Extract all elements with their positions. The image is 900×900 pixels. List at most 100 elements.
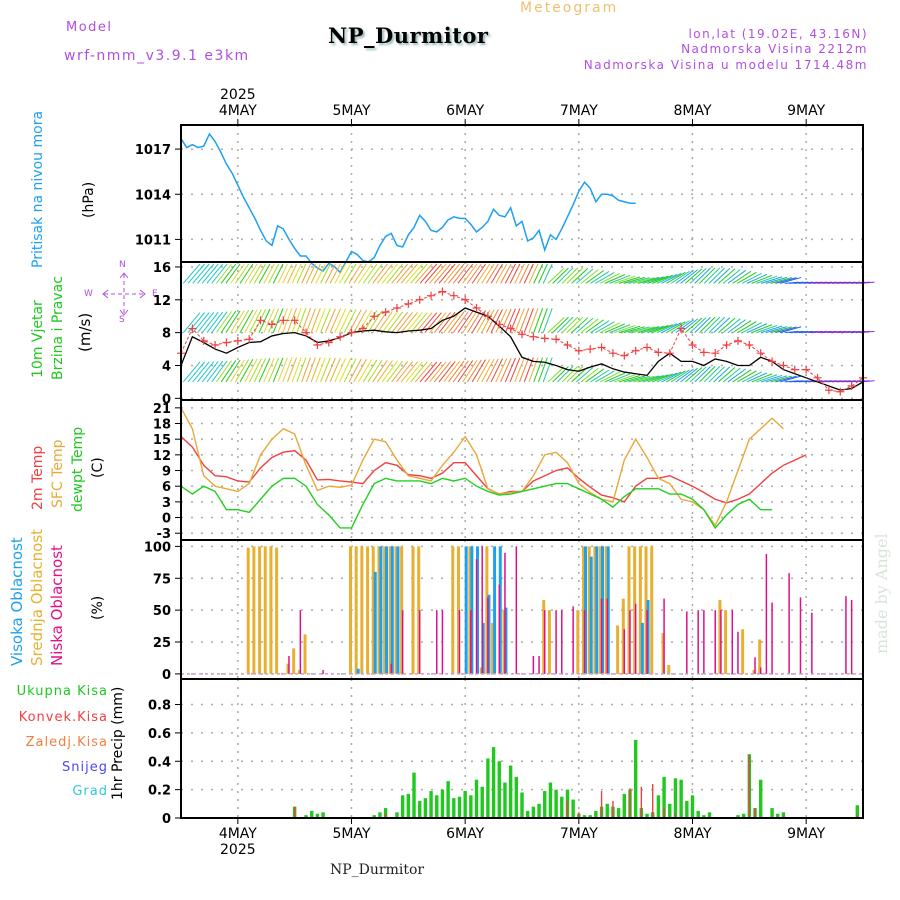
- precip-bar: [520, 792, 524, 818]
- wind-arrow: [765, 326, 788, 334]
- precip-bar: [321, 812, 325, 818]
- wind-arrow: [500, 357, 512, 383]
- cloud-bar: [275, 547, 279, 674]
- gust-marker: [586, 345, 595, 354]
- wind-arrow: [604, 372, 626, 383]
- x-tick-label-top: 7MAY: [560, 103, 598, 119]
- precip-legend-total: Ukupna Kisa: [16, 684, 108, 699]
- cloud-bar: [623, 629, 626, 674]
- wind-arrow: [547, 366, 565, 383]
- wind-arrow: [239, 309, 254, 333]
- precip-bar: [293, 806, 296, 818]
- gust-marker: [427, 291, 436, 300]
- cloud-bar: [263, 546, 267, 674]
- wind-arrow: [670, 369, 690, 383]
- cloud-bar: [604, 546, 608, 674]
- precip-bar: [440, 789, 445, 818]
- wind-arrow: [684, 268, 703, 284]
- wind-arrow: [576, 317, 594, 334]
- cloud-bar: [394, 546, 398, 674]
- wind-arrow: [485, 263, 499, 284]
- wind-arrow: [504, 357, 516, 383]
- wind-arrow: [291, 263, 302, 284]
- cloud-bar: [286, 663, 290, 674]
- wind-arrow: [599, 322, 620, 334]
- cloud-bar: [759, 667, 762, 674]
- precip-bar: [690, 795, 695, 818]
- wind-arrow: [414, 263, 433, 284]
- wind-arrow: [272, 357, 284, 383]
- wind-arrow: [234, 310, 250, 333]
- cloud-bar: [502, 610, 506, 674]
- gust-marker: [483, 312, 492, 321]
- wind-arrow: [315, 357, 326, 383]
- wind-arrow: [490, 309, 504, 333]
- wind-arrow: [599, 273, 620, 284]
- cloud-bar: [476, 546, 480, 674]
- wind-arrow: [301, 263, 312, 284]
- wind-arrow: [633, 326, 655, 334]
- y-tick-label: 0.6: [148, 727, 171, 742]
- cloud-bar: [458, 610, 461, 674]
- wind-arrow: [595, 370, 615, 383]
- y-tick-label: 0: [162, 668, 171, 683]
- precip-bar: [616, 808, 621, 818]
- precip-bar: [582, 815, 587, 818]
- gust-marker: [824, 386, 833, 395]
- precip-bar: [652, 783, 654, 818]
- wind-arrow: [253, 263, 267, 284]
- wind-arrow: [249, 263, 262, 284]
- wind-arrow: [272, 263, 284, 284]
- precip-bar: [571, 799, 575, 818]
- wind-arrow: [358, 359, 373, 383]
- wind-arrow: [206, 263, 224, 284]
- wind-arrow: [211, 311, 228, 333]
- cloud-bar: [479, 667, 483, 674]
- cloud-bar: [644, 546, 648, 674]
- precip-bar: [612, 800, 614, 818]
- gust-marker: [347, 328, 356, 337]
- wind-arrow: [239, 263, 254, 284]
- wind-arrow: [718, 268, 736, 284]
- wind-arrow: [699, 316, 716, 333]
- wind-arrow: [216, 263, 232, 284]
- gust-marker: [552, 335, 561, 344]
- precip-bar: [543, 791, 547, 818]
- wind-arrow: [628, 277, 650, 284]
- wind-arrow: [495, 358, 508, 383]
- cloud-bar: [542, 599, 546, 674]
- wind-arrow: [618, 276, 641, 284]
- wind-arrow: [732, 270, 752, 284]
- wind-arrow: [481, 309, 495, 333]
- wind-arrow: [651, 373, 673, 383]
- x-tick-label-bottom: 5MAY: [332, 826, 370, 842]
- wind-arrow: [362, 263, 378, 284]
- cloud-bar: [470, 546, 474, 674]
- precip-bar: [645, 813, 649, 818]
- wind-arrow: [343, 263, 357, 284]
- wind-arrow: [268, 263, 280, 284]
- wind-arrow: [642, 374, 664, 383]
- wind-arrow: [329, 263, 341, 284]
- precip-bar: [491, 747, 496, 818]
- precip-bar: [406, 793, 411, 818]
- gust-marker: [449, 291, 458, 300]
- gust-marker: [688, 340, 697, 349]
- y-tick-label: 6: [162, 480, 171, 495]
- precip-bar: [776, 813, 780, 818]
- wind-arrow: [324, 263, 336, 284]
- gust-marker: [302, 328, 311, 337]
- precip-bar: [770, 808, 774, 818]
- wind-arrow: [741, 371, 762, 383]
- precip-bar: [446, 781, 450, 818]
- gust-marker: [529, 332, 538, 341]
- wind-arrow: [628, 375, 650, 383]
- wind-arrow: [310, 263, 321, 284]
- wind-arrow: [656, 372, 678, 383]
- cloud-bar: [487, 597, 489, 674]
- y-tick-label: 75: [153, 572, 171, 587]
- wind-arrow: [381, 360, 398, 383]
- wind-arrow: [457, 310, 474, 333]
- cloud-bar: [661, 633, 665, 674]
